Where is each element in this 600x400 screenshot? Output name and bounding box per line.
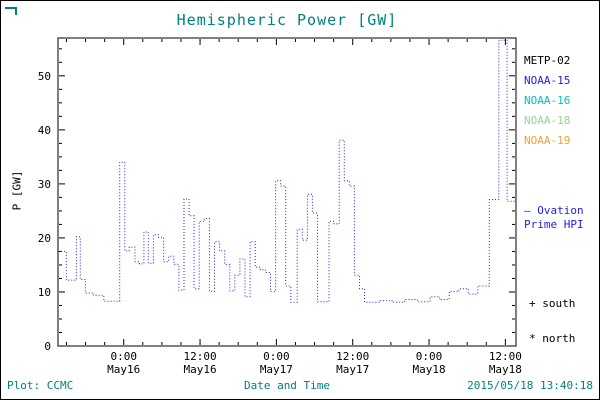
svg-text:50: 50 — [38, 70, 51, 83]
svg-text:May18: May18 — [412, 363, 445, 376]
plot-frame — [57, 37, 517, 347]
plot-credit: Plot: CCMC — [7, 379, 74, 392]
chart-title: Hemispheric Power [GW] — [176, 11, 398, 29]
svg-text:30: 30 — [38, 178, 51, 191]
ovation-hpi-label: — Ovation Prime HPI — [524, 204, 584, 232]
legend-item-metp02: METP-02 — [524, 54, 571, 67]
svg-text:0: 0 — [44, 340, 51, 353]
svg-text:0:00: 0:00 — [110, 350, 137, 363]
svg-text:May16: May16 — [107, 363, 140, 376]
legend-item-noaa15: NOAA-15 — [524, 74, 571, 87]
corner-artifact — [5, 7, 17, 15]
x-axis-label: Date and Time — [243, 379, 331, 392]
svg-text:12:00: 12:00 — [183, 350, 216, 363]
ovation-hpi-label-line1: — Ovation — [524, 204, 584, 217]
svg-text:12:00: 12:00 — [489, 350, 522, 363]
svg-text:May17: May17 — [260, 363, 293, 376]
ovation-hpi-label-line2: Prime HPI — [524, 218, 584, 231]
south-marker-label: + south — [529, 297, 576, 310]
svg-text:40: 40 — [38, 124, 51, 137]
svg-text:0:00: 0:00 — [416, 350, 443, 363]
legend-item-noaa16: NOAA-16 — [524, 94, 571, 107]
svg-text:0:00: 0:00 — [263, 350, 290, 363]
axis-ticks — [59, 39, 515, 347]
svg-text:May17: May17 — [336, 363, 369, 376]
hpi-step-line — [58, 39, 516, 303]
y-axis-label: P [GW] — [10, 170, 24, 211]
legend-item-noaa19: NOAA-19 — [524, 134, 571, 147]
tick-labels: 010203040500:00May1612:00May160:00May171… — [38, 70, 522, 376]
svg-text:10: 10 — [38, 286, 51, 299]
svg-text:12:00: 12:00 — [336, 350, 369, 363]
timestamp: 2015/05/18 13:40:18 — [467, 379, 593, 392]
svg-text:May18: May18 — [489, 363, 522, 376]
legend-item-noaa18: NOAA-18 — [524, 114, 571, 127]
north-marker-label: * north — [529, 332, 576, 345]
svg-text:May16: May16 — [183, 363, 216, 376]
satellite-legend: METP-02 NOAA-15 NOAA-16 NOAA-18 NOAA-19 — [524, 51, 570, 151]
svg-text:20: 20 — [38, 232, 51, 245]
